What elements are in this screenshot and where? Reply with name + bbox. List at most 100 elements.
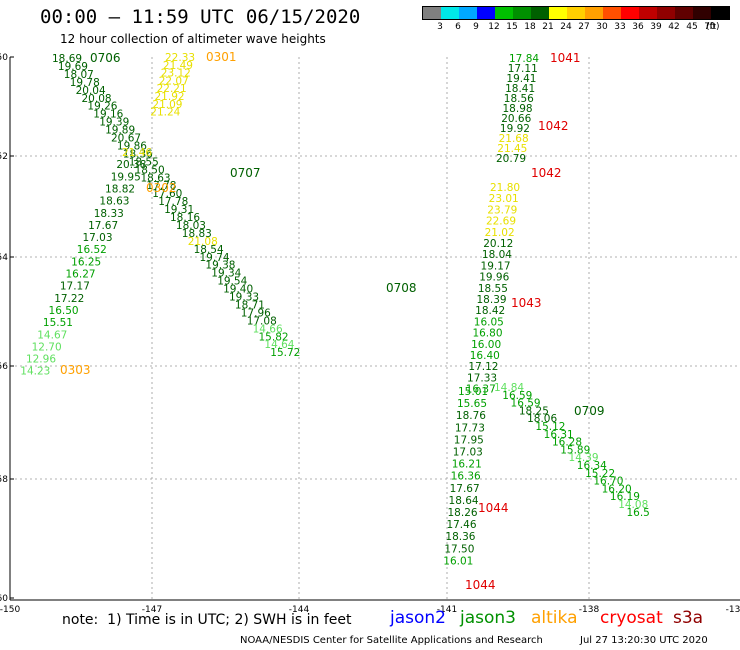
- swh-value: 18.64: [449, 495, 479, 507]
- note-text: note: 1) Time is in UTC; 2) SWH is in fe…: [62, 612, 352, 628]
- lat-label: -60: [0, 594, 8, 604]
- legend-swatch-1: [441, 7, 459, 19]
- timestamp: Jul 27 13:20:30 UTC 2020: [580, 635, 708, 646]
- legend-swatch-5: [513, 7, 531, 19]
- legend-threshold: 9: [473, 22, 479, 32]
- swh-value: 18.03: [176, 220, 206, 232]
- pass-time-label: 1044: [478, 501, 509, 515]
- swh-value: 19.39: [99, 117, 129, 129]
- swh-value: 19.33: [229, 292, 259, 304]
- swh-value: 16.52: [77, 244, 107, 256]
- pass-time-label: 1042: [538, 119, 569, 133]
- swh-value: 19.34: [211, 268, 241, 280]
- swh-value: 21.09: [152, 99, 182, 111]
- pass-time-label: 1042: [531, 166, 562, 180]
- swh-value: 19.40: [223, 284, 253, 296]
- swh-value: 15.82: [259, 331, 289, 343]
- swh-value: 17.12: [468, 361, 498, 373]
- legend-swatch-12: [639, 7, 657, 19]
- swh-value: 15.01: [458, 386, 488, 398]
- legend-threshold: 33: [614, 22, 626, 32]
- pass-time-label: 0301: [206, 50, 237, 64]
- legend-threshold: 3: [437, 22, 443, 32]
- swh-value: 20.79: [496, 153, 526, 165]
- swh-value: 17.84: [509, 53, 539, 65]
- swh-value: 19.89: [105, 125, 135, 137]
- swh-value: 18.63: [99, 196, 129, 208]
- swh-value: 19.31: [164, 204, 194, 216]
- swh-value: 16.59: [511, 398, 541, 410]
- swh-value: 19.38: [205, 260, 235, 272]
- legend-swatches: [422, 6, 730, 20]
- swh-value: 19.96: [479, 272, 509, 284]
- swh-value: 19.92: [500, 123, 530, 135]
- swh-value: 18.56: [504, 93, 534, 105]
- legend-threshold: 42: [668, 22, 680, 32]
- swh-value: 18.76: [456, 410, 486, 422]
- swh-value: 17.96: [241, 307, 271, 319]
- swh-value: 21.92: [155, 91, 185, 103]
- swh-value: 17.33: [467, 372, 497, 384]
- swh-value: 22.33: [165, 52, 195, 64]
- swh-value: 16.27: [66, 269, 96, 281]
- swh-value: 16.25: [71, 256, 101, 268]
- swh-value: 12.70: [32, 341, 62, 353]
- sat-s3a: s3a: [673, 608, 704, 628]
- swh-value: 20.66: [501, 113, 531, 125]
- swh-value: 17.08: [247, 315, 277, 327]
- swh-value: 18.39: [477, 294, 507, 306]
- swh-value: 15.72: [270, 347, 300, 359]
- legend-swatch-14: [675, 7, 693, 19]
- swh-value: 21.49: [163, 60, 193, 72]
- swh-value: 18.54: [194, 244, 224, 256]
- map-subtitle: 12 hour collection of altimeter wave hei…: [60, 32, 326, 46]
- swh-value: 18.69: [52, 53, 82, 65]
- legend-threshold: 15: [506, 22, 518, 32]
- legend-swatch-3: [477, 7, 495, 19]
- swh-value: 21.08: [188, 236, 218, 248]
- lon-label: -147: [142, 605, 162, 615]
- swh-value: 17.60: [152, 188, 182, 200]
- swh-value: 15.89: [560, 444, 590, 456]
- legend-labels: 3 6 9 12 15 18 21 24 27 30 33 36 39 42 45 70: [422, 20, 728, 34]
- swh-value: 14.08: [618, 499, 648, 511]
- swh-value: 15.22: [585, 468, 615, 480]
- swh-value: 17.11: [508, 63, 538, 75]
- swh-value: 16.36: [451, 471, 481, 483]
- swh-value: 17.50: [444, 543, 474, 555]
- legend-swatch-2: [459, 7, 477, 19]
- swh-value: 18.98: [503, 103, 533, 115]
- swh-value: 18.82: [105, 183, 135, 195]
- swh-value: 21.24: [150, 107, 180, 119]
- swh-value: 16.01: [443, 555, 473, 567]
- swh-value: 14.67: [37, 329, 67, 341]
- legend-threshold: 27: [578, 22, 590, 32]
- legend-swatch-6: [531, 7, 549, 19]
- swh-value: 16.37: [466, 384, 496, 396]
- swh-value: 23.12: [161, 68, 191, 80]
- swh-value: 17.03: [82, 232, 112, 244]
- lon-label: -141: [437, 605, 457, 615]
- lat-label: -54: [0, 253, 8, 263]
- swh-value: 21.02: [485, 227, 515, 239]
- swh-value: 17.78: [158, 196, 188, 208]
- swh-value: 20.08: [82, 93, 112, 105]
- swh-value: 19.95: [111, 171, 141, 183]
- swh-value: 16.50: [49, 305, 79, 317]
- swh-value: 14.39: [569, 452, 599, 464]
- credit-text: NOAA/NESDIS Center for Satellite Applica…: [240, 635, 543, 646]
- swh-value: 18.26: [448, 507, 478, 519]
- swh-value: 17.67: [450, 483, 480, 495]
- swh-value: 18.06: [527, 413, 557, 425]
- pass-time-label: 0707: [230, 166, 261, 180]
- pass-time-label: 0709: [574, 404, 605, 418]
- swh-value: 21.80: [490, 182, 520, 194]
- swh-value: 16.05: [474, 316, 504, 328]
- swh-value: 20.04: [76, 85, 106, 97]
- swh-value: 16.20: [602, 483, 632, 495]
- sat-altika: altika: [531, 608, 578, 628]
- swh-value: 16.21: [452, 459, 482, 471]
- swh-value: 15.12: [535, 421, 565, 433]
- legend-threshold: 18: [524, 22, 536, 32]
